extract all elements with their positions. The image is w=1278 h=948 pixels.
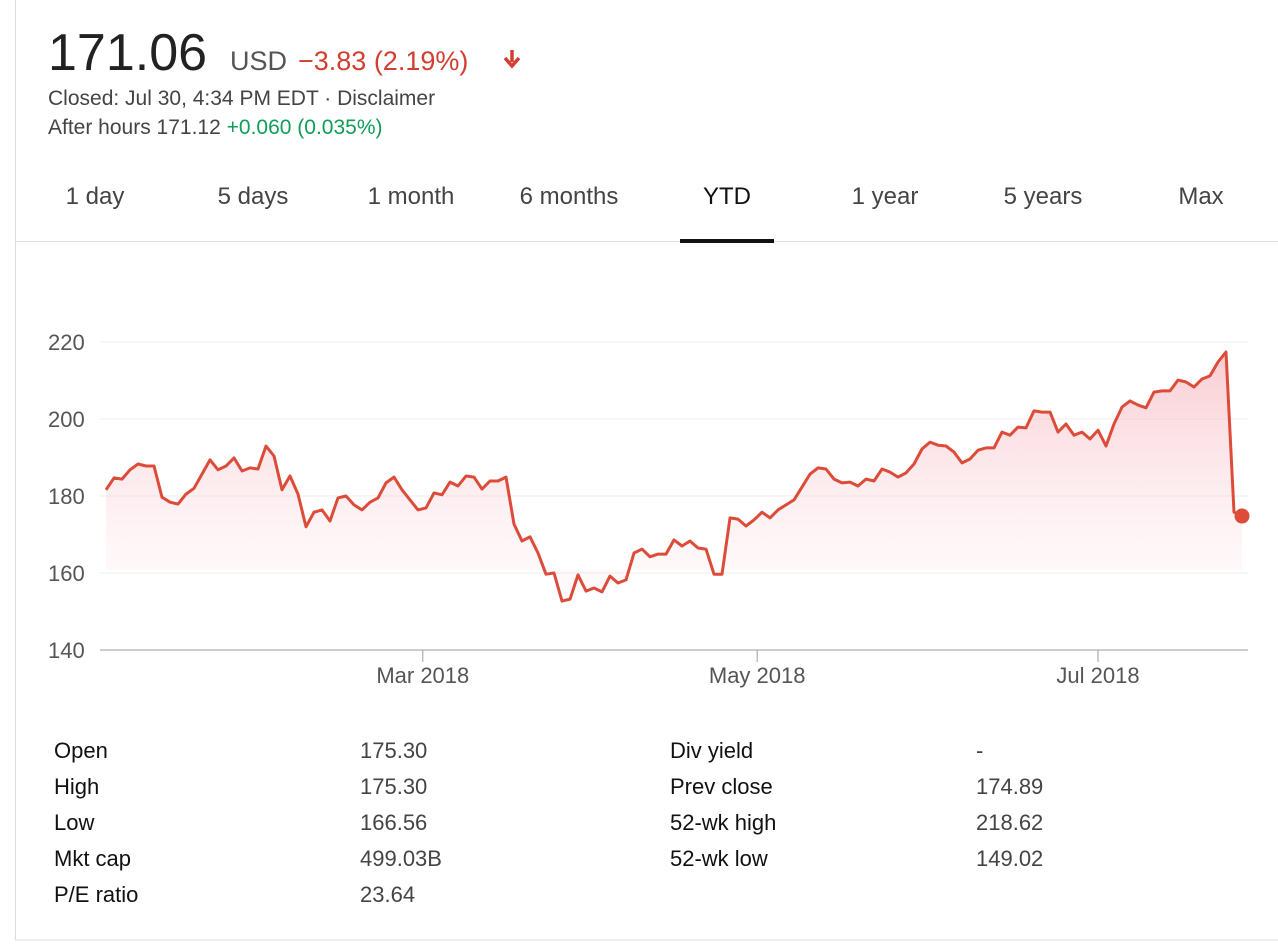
area — [106, 352, 1242, 602]
last-point — [1234, 508, 1250, 524]
tab[interactable]: 5 days — [218, 183, 289, 210]
stat-value: 149.02 — [976, 846, 1043, 871]
active-tab-indicator — [680, 239, 774, 243]
tab[interactable]: 5 years — [1004, 183, 1083, 210]
x-tick-label: Jul 2018 — [1056, 663, 1139, 688]
stat-label: Div yield — [670, 738, 753, 763]
stat-label: 52-wk low — [670, 846, 768, 871]
y-tick-label: 200 — [48, 407, 85, 432]
stat-label: Prev close — [670, 774, 773, 799]
chart: 140 160 180 200 220 Mar 2018 May 2018 Jul 2018 — [48, 330, 1250, 688]
close-time: Closed: Jul 30, 4:34 PM EDT — [48, 87, 319, 110]
y-tick-label: 140 — [48, 638, 85, 663]
x-tick-label: May 2018 — [709, 663, 806, 688]
tab[interactable]: 1 day — [66, 183, 125, 210]
stat-value: 175.30 — [360, 774, 427, 799]
stat-value: 174.89 — [976, 774, 1043, 799]
currency: USD — [230, 46, 287, 76]
stat-value: 175.30 — [360, 738, 427, 763]
card — [15, 0, 1278, 941]
status: Closed: Jul 30, 4:34 PM EDT · Disclaimer — [48, 87, 435, 110]
after-hours: After hours 171.12 +0.060 (0.035%) — [48, 116, 382, 139]
price: 171.06 — [48, 24, 207, 82]
price-line — [104, 350, 1243, 603]
stat-value: 166.56 — [360, 810, 427, 835]
stat-label: 52-wk high — [670, 810, 776, 835]
tab[interactable]: Max — [1178, 183, 1223, 210]
stat-value: 218.62 — [976, 810, 1043, 835]
tabs: 1 day 5 days 1 month 6 months YTD 1 year 5 yea… — [66, 183, 1224, 243]
price-change: −3.83 (2.19%) — [298, 46, 468, 76]
stat-label: P/E ratio — [54, 882, 138, 907]
stat-label: Open — [54, 738, 108, 763]
stat-label: Low — [54, 810, 94, 835]
stat-label: Mkt cap — [54, 846, 131, 871]
x-tick-label: Mar 2018 — [376, 663, 469, 688]
y-tick-label: 160 — [48, 561, 85, 586]
stat-value: 499.03B — [360, 846, 442, 871]
after-hours-price: After hours 171.12 — [48, 116, 221, 139]
stats-table: Open 175.30 High 175.30 Low 166.56 Mkt cap 499.… — [54, 738, 1043, 907]
stat-label: High — [54, 774, 99, 799]
y-tick-label: 180 — [48, 484, 85, 509]
tab[interactable]: 1 month — [368, 183, 455, 210]
disclaimer-link[interactable]: Disclaimer — [337, 87, 435, 110]
tab[interactable]: 1 year — [852, 183, 919, 210]
stat-value: 23.64 — [360, 882, 415, 907]
tab[interactable]: 6 months — [520, 183, 619, 210]
y-tick-label: 220 — [48, 330, 85, 355]
tab[interactable]: YTD — [703, 183, 751, 210]
down-arrow — [503, 50, 521, 69]
after-hours-change: +0.060 (0.035%) — [227, 116, 383, 139]
stat-value: - — [976, 738, 983, 763]
